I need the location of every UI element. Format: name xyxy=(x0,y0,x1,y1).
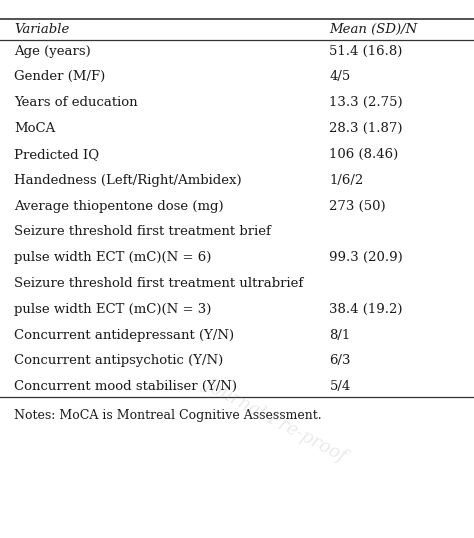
Text: 99.3 (20.9): 99.3 (20.9) xyxy=(329,251,403,264)
Text: Variable: Variable xyxy=(14,23,70,36)
Text: Handedness (Left/Right/Ambidex): Handedness (Left/Right/Ambidex) xyxy=(14,174,242,187)
Text: Notes: MoCA is Montreal Cognitive Assessment.: Notes: MoCA is Montreal Cognitive Assess… xyxy=(14,409,322,422)
Text: Average thiopentone dose (mg): Average thiopentone dose (mg) xyxy=(14,200,224,213)
Text: Seizure threshold first treatment brief: Seizure threshold first treatment brief xyxy=(14,225,271,238)
Text: Concurrent mood stabiliser (Y/N): Concurrent mood stabiliser (Y/N) xyxy=(14,380,237,393)
Text: 51.4 (16.8): 51.4 (16.8) xyxy=(329,45,403,58)
Text: MoCA: MoCA xyxy=(14,122,55,135)
Text: 5/4: 5/4 xyxy=(329,380,351,393)
Text: Predicted IQ: Predicted IQ xyxy=(14,148,100,161)
Text: Concurrent antipsychotic (Y/N): Concurrent antipsychotic (Y/N) xyxy=(14,355,223,367)
Text: 28.3 (1.87): 28.3 (1.87) xyxy=(329,122,403,135)
Text: 106 (8.46): 106 (8.46) xyxy=(329,148,399,161)
Text: 4/5: 4/5 xyxy=(329,70,351,83)
Text: 6/3: 6/3 xyxy=(329,355,351,367)
Text: 273 (50): 273 (50) xyxy=(329,200,386,213)
Text: 38.4 (19.2): 38.4 (19.2) xyxy=(329,303,403,316)
Text: pulse width ECT (mC)(N = 6): pulse width ECT (mC)(N = 6) xyxy=(14,251,211,264)
Text: 8/1: 8/1 xyxy=(329,329,351,342)
Text: 1/6/2: 1/6/2 xyxy=(329,174,364,187)
Text: Concurrent antidepressant (Y/N): Concurrent antidepressant (Y/N) xyxy=(14,329,234,342)
Text: Gender (M/F): Gender (M/F) xyxy=(14,70,106,83)
Text: 13.3 (2.75): 13.3 (2.75) xyxy=(329,96,403,109)
Text: Seizure threshold first treatment ultrabrief: Seizure threshold first treatment ultrab… xyxy=(14,277,303,290)
Text: pulse width ECT (mC)(N = 3): pulse width ECT (mC)(N = 3) xyxy=(14,303,211,316)
Text: Years of education: Years of education xyxy=(14,96,138,109)
Text: Mean (SD)/N: Mean (SD)/N xyxy=(329,23,418,36)
Text: Age (years): Age (years) xyxy=(14,45,91,58)
Text: Journal Pre-proof: Journal Pre-proof xyxy=(201,374,349,465)
